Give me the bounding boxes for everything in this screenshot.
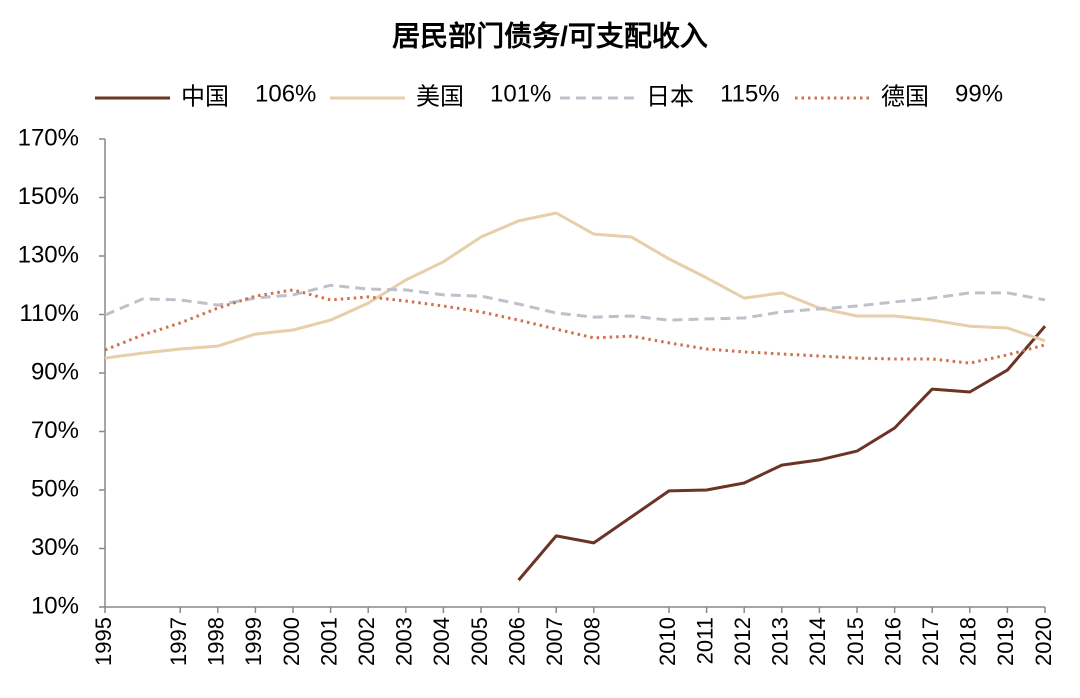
y-tick-label: 70% bbox=[31, 417, 79, 444]
x-tick-label: 2010 bbox=[655, 617, 680, 666]
chart-title: 居民部门债务/可支配收入 bbox=[392, 20, 708, 51]
x-tick-label: 2017 bbox=[918, 617, 943, 666]
x-tick-label: 1995 bbox=[91, 617, 116, 666]
legend-value: 101% bbox=[490, 80, 551, 107]
legend-label: 德国 bbox=[881, 83, 929, 110]
legend-value: 99% bbox=[955, 80, 1003, 107]
legend-value: 106% bbox=[255, 80, 316, 107]
x-tick-label: 2004 bbox=[429, 617, 454, 666]
x-tick-label: 2007 bbox=[542, 617, 567, 666]
y-tick-label: 50% bbox=[31, 475, 79, 502]
y-tick-label: 90% bbox=[31, 358, 79, 385]
x-tick-label: 2012 bbox=[730, 617, 755, 666]
y-tick-label: 150% bbox=[18, 183, 79, 210]
x-tick-label: 2011 bbox=[692, 617, 717, 664]
series-line bbox=[104, 283, 1046, 322]
x-tick-label: 2008 bbox=[580, 617, 605, 666]
legend-value: 115% bbox=[720, 80, 780, 107]
y-tick-label: 10% bbox=[31, 592, 79, 619]
x-tick-label: 2003 bbox=[392, 617, 417, 666]
x-tick-label: 2014 bbox=[805, 617, 830, 666]
series-line bbox=[517, 325, 1047, 582]
x-tick-label: 1997 bbox=[166, 617, 191, 666]
x-tick-label: 1998 bbox=[204, 617, 229, 666]
x-tick-label: 2006 bbox=[504, 617, 529, 666]
series-line bbox=[104, 211, 1046, 360]
legend-label: 日本 bbox=[646, 83, 694, 110]
x-tick-label: 2000 bbox=[279, 617, 304, 666]
legend-label: 中国 bbox=[181, 83, 229, 110]
x-tick-label: 2001 bbox=[316, 617, 341, 666]
x-tick-label: 2018 bbox=[956, 617, 981, 666]
series-line bbox=[104, 288, 1046, 365]
x-tick-label: 2005 bbox=[467, 617, 492, 666]
x-tick-label: 2016 bbox=[880, 617, 905, 666]
legend-label: 美国 bbox=[416, 83, 464, 110]
y-tick-label: 170% bbox=[18, 124, 79, 151]
x-tick-label: 2015 bbox=[843, 617, 868, 666]
y-tick-label: 110% bbox=[19, 300, 79, 327]
x-tick-label: 2013 bbox=[768, 617, 793, 666]
y-tick-label: 30% bbox=[31, 534, 79, 561]
x-tick-label: 2002 bbox=[354, 617, 379, 666]
x-tick-label: 1999 bbox=[241, 617, 266, 666]
x-tick-label: 2019 bbox=[993, 617, 1018, 666]
x-tick-label: 2020 bbox=[1031, 617, 1056, 666]
y-tick-label: 130% bbox=[18, 241, 79, 268]
